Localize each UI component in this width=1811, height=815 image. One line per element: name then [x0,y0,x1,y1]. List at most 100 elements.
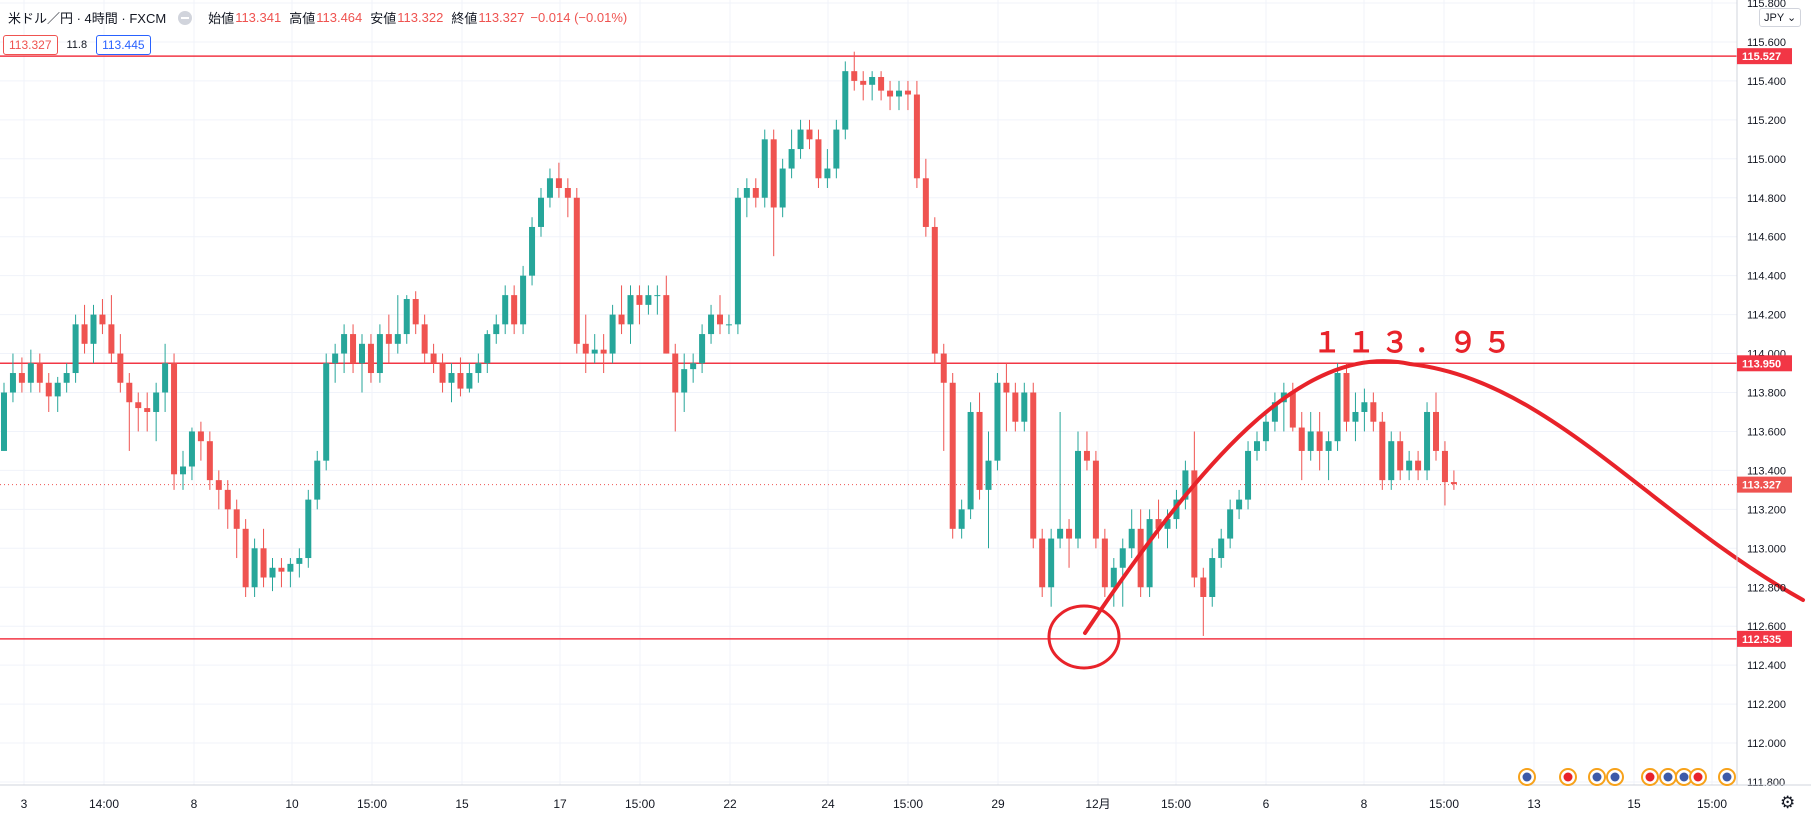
candle [887,80,894,111]
candle-body [511,295,518,325]
candle [1433,392,1439,461]
candles[interactable] [1,51,1457,636]
candle-body [797,129,804,150]
candle [45,373,52,412]
y-tick-label: 114.800 [1747,193,1786,205]
candle [135,392,142,432]
candle [708,304,715,344]
candle [63,363,70,393]
y-tick-label: 115.000 [1747,154,1786,166]
x-tick-label: 15:00 [1697,797,1727,811]
candle [81,304,88,354]
candle [466,363,473,393]
candle [1397,431,1404,481]
drawings[interactable]: １１３．９５ [1047,327,1805,670]
candle-body [1325,441,1332,451]
x-tick-label: 15 [1627,797,1641,811]
candle [1343,363,1350,432]
candle [484,330,491,374]
candle [842,61,849,140]
candle [1,382,7,451]
y-tick-label: 115.200 [1747,115,1786,127]
horizontal-line-price-text: 113.950 [1742,358,1781,370]
event-icons[interactable] [1518,768,1736,786]
candle-body [931,226,938,354]
candle-body [153,392,160,412]
candle-body [717,314,723,325]
buy-button[interactable]: 113.445 [96,35,151,55]
candle [99,299,106,335]
candle [1128,509,1135,559]
candle-body [385,334,392,344]
candle [1075,431,1081,549]
candle [1298,411,1305,481]
candle [412,291,419,335]
candle-body [1262,421,1269,442]
candle-body [475,363,482,374]
economic-event-icon [1518,768,1536,786]
candle [376,324,383,383]
candle [654,285,661,315]
candle-body [493,324,500,335]
candle [1450,470,1457,490]
candle [770,129,777,257]
settings-gear-icon[interactable]: ⚙ [1780,793,1796,812]
candle-body [636,295,643,305]
candle-body [564,188,571,198]
candle-body [770,139,777,208]
price-axis[interactable]: 111.800 112.000 112.200 112.400 112.600 112.8… [1736,0,1792,789]
candle-body [206,441,213,481]
high-value: 113.464 [316,10,363,25]
candle [1361,388,1368,432]
candle [72,314,79,383]
candle-body [1271,402,1278,422]
current-price-label [1737,476,1792,493]
candle-body [287,563,294,572]
candle [1262,411,1269,451]
candle [206,431,213,490]
candle-body [1379,421,1386,481]
candle-body [1298,427,1305,451]
candle-body [824,168,831,179]
candle-body [278,567,285,572]
candle [197,421,204,461]
candle-body [887,90,894,97]
candle-body [502,295,509,325]
economic-event-icon [1659,768,1677,786]
time-axis[interactable]: 3 14:00 8 10 15:00 15 17 15:00 22 24 15:00 29 12月 15:… [0,784,1811,811]
candle [1083,431,1090,471]
sell-button[interactable]: 113.327 [3,35,58,55]
candle-body [1003,382,1010,393]
candle-body [99,314,106,325]
candle-body [126,382,133,403]
candle [1424,402,1431,481]
candle [430,343,437,374]
annotation-text: １１３．９５ [1313,327,1517,358]
symbol-title[interactable]: 米ドル／円 · 4時間 · FXCM [8,11,167,26]
candle-body [314,460,321,500]
candle-body [1039,538,1046,588]
candle [224,480,231,529]
candle [260,528,267,588]
candle [1030,382,1037,549]
candle [806,119,813,150]
bid-ask-box: 113.327 11.8 113.445 [0,35,151,55]
candle [1441,441,1448,506]
candle-body [1110,567,1117,588]
candle [403,295,410,344]
currency-selector[interactable]: JPY ⌄ [1759,8,1802,27]
economic-event-icon [1641,768,1659,786]
hide-icon[interactable] [178,10,193,25]
candle-body [645,295,652,305]
horizontal-line-price-label [1737,355,1792,372]
candle-body [1441,450,1448,483]
candle-body [904,90,911,95]
candle [681,353,688,412]
candle-body [600,349,607,354]
candle [421,314,428,364]
candle-body [896,90,902,97]
candle-body [18,373,25,383]
candle-body [1066,528,1073,539]
candle [725,314,732,335]
